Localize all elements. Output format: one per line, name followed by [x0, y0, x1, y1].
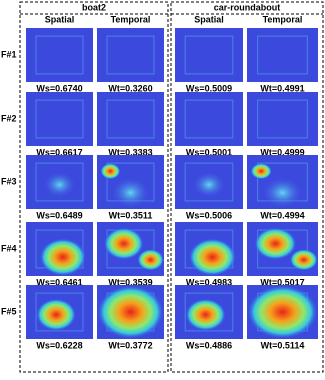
- row-label: F#3: [1, 176, 17, 186]
- heatmap-spot: [97, 285, 164, 339]
- heatmap-texture: [35, 292, 84, 332]
- heatmap-texture: [35, 162, 84, 202]
- heatmap-spot: [39, 238, 87, 276]
- heatmap-image: [97, 28, 164, 82]
- heatmap-spot: [137, 248, 165, 271]
- column-header: Spatial: [194, 14, 224, 24]
- weight-label: Ws=0.5006: [186, 210, 232, 220]
- weight-label: Wt=0.5114: [261, 340, 305, 350]
- row-label: F#5: [1, 306, 17, 316]
- heatmap-image: [247, 28, 318, 82]
- heatmap-spot: [103, 227, 144, 260]
- heatmap-spot: [188, 238, 237, 276]
- heatmap-texture: [35, 35, 84, 75]
- heatmap-texture: [184, 292, 234, 332]
- heatmap-spot: [42, 171, 77, 199]
- heatmap-spot: [289, 248, 318, 271]
- heatmap-texture: [106, 99, 155, 139]
- row-label: F#4: [1, 243, 17, 253]
- heatmap-spot: [192, 171, 226, 199]
- heatmap-image: [175, 92, 243, 146]
- heatmap-spot: [185, 298, 227, 331]
- heatmap-spot: [110, 176, 151, 209]
- heatmap-spot: [36, 298, 77, 331]
- heatmap-texture: [184, 162, 234, 202]
- column-header: Temporal: [263, 14, 303, 24]
- weight-label: Wt=0.4999: [260, 147, 304, 157]
- heatmap-spot: [250, 163, 272, 180]
- weight-label: Ws=0.4886: [186, 340, 232, 350]
- heatmap-texture: [35, 99, 84, 139]
- weight-label: Ws=0.6461: [36, 277, 82, 287]
- heatmap-texture: [106, 35, 155, 75]
- panel-title: boat2: [82, 2, 106, 12]
- weight-label: Ws=0.6617: [36, 147, 82, 157]
- panel-frame: [19, 1, 169, 373]
- weight-label: Wt=0.3511: [109, 210, 153, 220]
- weight-label: Wt=0.3383: [108, 147, 152, 157]
- weight-label: Wt=0.3772: [108, 340, 152, 350]
- weight-label: Wt=0.3539: [108, 277, 152, 287]
- heatmap-image: [175, 28, 243, 82]
- column-header: Spatial: [45, 14, 75, 24]
- heatmap-spot: [100, 163, 121, 180]
- weight-label: Ws=0.5001: [186, 147, 232, 157]
- heatmap-spot: [254, 227, 297, 260]
- heatmap-image: [97, 92, 164, 146]
- panel-frame: [170, 1, 324, 373]
- weight-label: Ws=0.6489: [36, 210, 82, 220]
- heatmap-image: [26, 92, 93, 146]
- weight-label: Wt=0.5017: [260, 277, 304, 287]
- heatmap-texture: [257, 35, 308, 75]
- weight-label: Ws=0.6228: [36, 340, 82, 350]
- column-header: Temporal: [111, 14, 151, 24]
- heatmap-spot: [261, 176, 304, 209]
- heatmap-texture: [184, 99, 234, 139]
- weight-label: Wt=0.3260: [108, 83, 152, 93]
- heatmap-texture: [184, 35, 234, 75]
- weight-label: Ws=0.6740: [36, 83, 82, 93]
- heatmap-spot: [247, 285, 318, 339]
- heatmap-image: [247, 92, 318, 146]
- weight-label: Wt=0.4991: [260, 83, 304, 93]
- weight-label: Ws=0.4983: [186, 277, 232, 287]
- weight-label: Wt=0.4994: [260, 210, 304, 220]
- heatmap-texture: [257, 99, 308, 139]
- weight-label: Ws=0.5009: [186, 83, 232, 93]
- row-label: F#2: [1, 113, 17, 123]
- row-label: F#1: [1, 49, 17, 59]
- heatmap-image: [26, 28, 93, 82]
- panel-title: car-roundabout: [214, 2, 281, 12]
